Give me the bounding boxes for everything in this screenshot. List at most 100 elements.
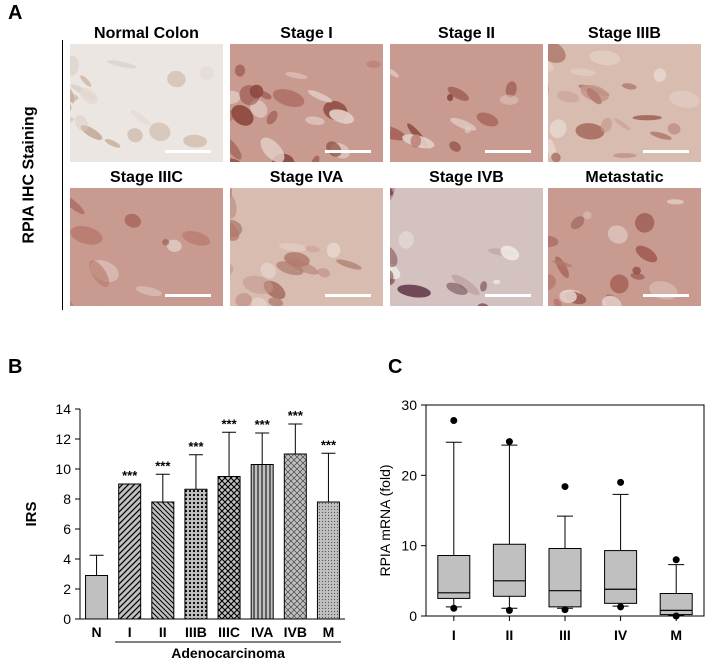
- group-label: Adenocarcinoma: [171, 645, 285, 659]
- x-tick-label: M: [670, 627, 682, 643]
- y-tick-label: 8: [63, 491, 71, 507]
- ihc-tile: Stage IIIB: [548, 24, 701, 162]
- bar: [283, 453, 307, 620]
- outlier-point: [617, 603, 625, 611]
- x-tick-label: IVB: [284, 624, 307, 640]
- outlier-point: [505, 606, 513, 614]
- y-tick-label: 2: [63, 581, 71, 597]
- y-tick-label: 10: [55, 461, 71, 477]
- ihc-micrograph: [230, 188, 383, 306]
- y-tick-label: 4: [63, 551, 71, 567]
- ihc-tile: Stage IVA: [230, 168, 383, 306]
- x-tick-label: N: [92, 624, 102, 640]
- error-bar: [155, 473, 170, 502]
- significance-label: ***: [188, 439, 204, 454]
- outlier-point: [617, 478, 625, 486]
- panel-b-label: B: [8, 356, 23, 378]
- box: [437, 441, 471, 608]
- ihc-tile-title: Stage IIIB: [588, 25, 661, 42]
- ihc-tile-title: Stage IIIC: [110, 169, 183, 186]
- x-tick-label: II: [159, 624, 167, 640]
- outlier-point: [450, 604, 458, 612]
- y-axis-label: RPIA mRNA (fold): [377, 464, 393, 576]
- outlier-point: [672, 556, 680, 564]
- y-tick-label: 10: [401, 538, 417, 554]
- ihc-side-label-text: RPIA IHC Staining: [21, 106, 38, 244]
- x-tick-label: M: [323, 624, 335, 640]
- scale-bar: [325, 294, 371, 297]
- ihc-tile-title: Stage IVB: [429, 169, 504, 186]
- x-tick-label: IIIC: [218, 624, 240, 640]
- ihc-tile: Normal Colon: [70, 24, 223, 162]
- outlier-point: [450, 416, 458, 424]
- bar: [250, 464, 274, 620]
- outlier-point: [561, 483, 569, 491]
- ihc-tile-title: Stage I: [280, 25, 333, 42]
- y-tick-label: 0: [63, 611, 71, 627]
- ihc-micrograph: [390, 188, 543, 306]
- error-bar: [222, 431, 237, 477]
- ihc-side-divider: [62, 40, 63, 310]
- ihc-micrograph: [70, 44, 223, 162]
- ihc-micrograph: [548, 44, 701, 162]
- scale-bar: [165, 150, 211, 153]
- outlier-point: [561, 606, 569, 614]
- x-tick-label: II: [506, 627, 514, 643]
- bar: [85, 575, 109, 620]
- ihc-micrograph: [548, 188, 701, 306]
- ihc-tile: Stage I: [230, 24, 383, 162]
- scale-bar: [325, 150, 371, 153]
- y-tick-label: 0: [409, 608, 417, 624]
- x-tick-label: III: [559, 627, 571, 643]
- scale-bar: [485, 294, 531, 297]
- ihc-tile-title: Metastatic: [585, 169, 664, 186]
- box: [492, 444, 526, 609]
- box: [659, 564, 693, 616]
- box: [604, 493, 638, 607]
- irs-bar-chart: 0 2 4 6 8 10 12 14 IRS N *** I *** II *** IIIB *** IIIC **…: [23, 401, 345, 659]
- ihc-micrograph: [390, 44, 543, 162]
- x-tick-label: I: [128, 624, 132, 640]
- panel-a-label: A: [8, 2, 23, 24]
- outlier-point: [505, 438, 513, 446]
- error-bar: [255, 432, 270, 465]
- y-tick-label: 12: [55, 431, 71, 447]
- significance-label: ***: [155, 458, 171, 473]
- error-bar: [89, 554, 104, 576]
- ihc-side-label: RPIA IHC Staining: [15, 40, 45, 310]
- x-tick-label: IV: [614, 627, 628, 643]
- ihc-micrograph: [230, 44, 383, 162]
- y-axis-label: IRS: [23, 501, 40, 526]
- bar: [316, 501, 340, 620]
- box: [548, 515, 582, 609]
- error-bar: [288, 423, 303, 454]
- ihc-tile-title: Normal Colon: [94, 25, 199, 42]
- y-tick-label: 30: [401, 397, 417, 413]
- y-tick-label: 14: [55, 401, 71, 417]
- ihc-tile-title: Stage II: [438, 25, 495, 42]
- significance-label: ***: [122, 468, 138, 483]
- x-tick-label: IIIB: [185, 624, 207, 640]
- bar: [118, 483, 142, 620]
- x-tick-label: IVA: [251, 624, 273, 640]
- scale-bar: [485, 150, 531, 153]
- ihc-tile-title: Stage IVA: [269, 169, 344, 186]
- significance-label: ***: [255, 417, 271, 432]
- significance-label: ***: [221, 416, 237, 431]
- ihc-tile: Metastatic: [548, 168, 701, 306]
- ihc-tile: Stage IVB: [390, 168, 543, 306]
- scale-bar: [643, 294, 689, 297]
- bar: [151, 501, 175, 620]
- ihc-tile: Stage II: [390, 24, 543, 162]
- scale-bar: [643, 150, 689, 153]
- y-tick-label: 20: [401, 467, 417, 483]
- x-tick-label: I: [452, 627, 456, 643]
- bar: [184, 488, 208, 620]
- significance-label: ***: [321, 437, 337, 452]
- bar: [217, 476, 241, 620]
- ihc-tile: Stage IIIC: [70, 168, 223, 306]
- error-bar: [321, 452, 336, 502]
- error-bar: [188, 454, 203, 490]
- ihc-micrograph: [70, 188, 223, 306]
